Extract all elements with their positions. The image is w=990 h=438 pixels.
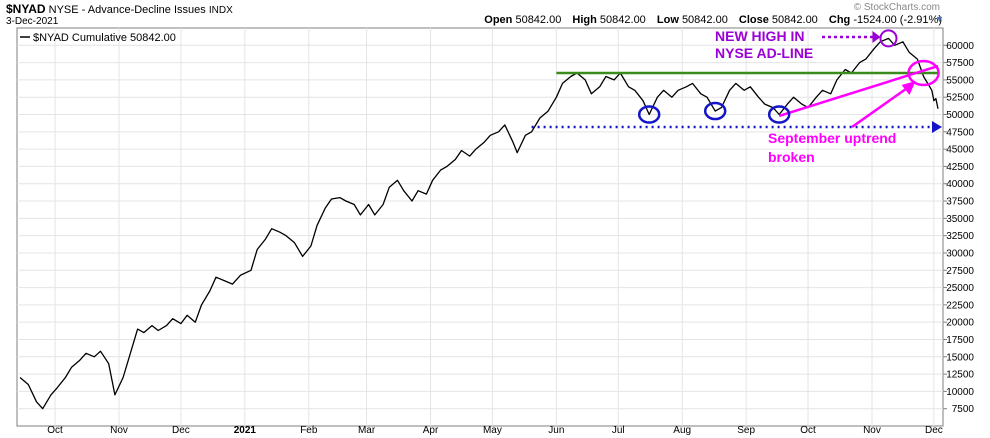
uptrend-line bbox=[778, 64, 939, 118]
dropdown-arrow-icon[interactable]: ▼ bbox=[935, 14, 944, 24]
header-line-1: $NYAD NYSE - Advance-Decline Issues INDX bbox=[6, 2, 233, 16]
new-high-label-2: NYSE AD-LINE bbox=[715, 45, 813, 61]
chg-value: -1524.00 (-2.91%) bbox=[853, 14, 942, 26]
uptrend-label-1: September uptrend bbox=[768, 130, 896, 146]
x-tick-label: May bbox=[483, 425, 502, 436]
break-circle bbox=[907, 59, 940, 87]
y-tick-label: 55000 bbox=[946, 75, 974, 86]
x-tick-label: Nov bbox=[863, 425, 881, 436]
symbol: $NYAD bbox=[6, 2, 46, 16]
x-tick-label: Aug bbox=[673, 425, 691, 436]
y-tick-label: 20000 bbox=[946, 318, 974, 329]
new-high-arrow-head-icon bbox=[872, 31, 881, 43]
y-tick-label: 30000 bbox=[946, 248, 974, 259]
break-arrow bbox=[851, 83, 913, 129]
y-tick-label: 12500 bbox=[946, 370, 974, 381]
high-label: High bbox=[572, 14, 597, 26]
y-tick-label: 35000 bbox=[946, 214, 974, 225]
y-tick-label: 25000 bbox=[946, 283, 974, 294]
y-tick-label: 27500 bbox=[946, 266, 974, 277]
y-tick-label: 57500 bbox=[946, 58, 974, 69]
y-tick-label: 40000 bbox=[946, 179, 974, 190]
open-label: Open bbox=[484, 14, 513, 26]
x-tick-label: Nov bbox=[110, 425, 128, 436]
x-tick-label: Dec bbox=[172, 425, 190, 436]
legend-label: $NYAD Cumulative 50842.00 bbox=[33, 32, 176, 44]
uptrend-label-2: broken bbox=[768, 149, 815, 165]
support-touch-circle bbox=[767, 105, 791, 124]
new-high-circle bbox=[879, 29, 898, 48]
y-tick-label: 52500 bbox=[946, 93, 974, 104]
x-tick-label: Oct bbox=[47, 425, 63, 436]
header-date: 3-Dec-2021 bbox=[6, 16, 59, 27]
exchange: INDX bbox=[208, 5, 233, 16]
y-tick-label: 10000 bbox=[946, 387, 974, 398]
y-tick-label: 42500 bbox=[946, 162, 974, 173]
close-value: 50842.00 bbox=[771, 14, 818, 26]
low-label: Low bbox=[656, 14, 679, 26]
support-touch-circle bbox=[703, 101, 727, 121]
y-tick-label: 50000 bbox=[946, 110, 974, 121]
support-arrow-icon bbox=[932, 120, 942, 133]
y-tick-label: 45000 bbox=[946, 145, 974, 156]
chg-label: Chg bbox=[828, 14, 851, 26]
high-value: 50842.00 bbox=[599, 14, 646, 26]
ohlc-readout: Open 50842.00 High 50842.00 Low 50842.00… bbox=[484, 14, 942, 26]
open-value: 50842.00 bbox=[515, 14, 562, 26]
x-tick-label: Sep bbox=[737, 425, 755, 436]
x-tick-label: Dec bbox=[925, 425, 943, 436]
y-axis: 7500 10000 12500 15000 17500 20000 22500 25000 2… bbox=[943, 41, 974, 415]
x-tick-label: Apr bbox=[423, 425, 439, 436]
overlay-group bbox=[531, 64, 942, 133]
x-tick-label: 2021 bbox=[234, 425, 257, 436]
watermark: © StockCharts.com bbox=[853, 2, 940, 13]
break-arrow-head-icon bbox=[901, 80, 916, 95]
series-group bbox=[19, 37, 939, 410]
y-tick-label: 7500 bbox=[952, 404, 975, 415]
x-tick-label: Oct bbox=[800, 425, 816, 436]
x-axis: Oct Nov Dec 2021 Feb Mar Apr May Jun Jul Aug Sep Oct… bbox=[47, 425, 942, 436]
plot-frame bbox=[16, 27, 944, 427]
y-tick-label: 22500 bbox=[946, 300, 974, 311]
y-tick-label: 60000 bbox=[946, 41, 974, 52]
support-touch-circle bbox=[637, 105, 661, 124]
x-tick-label: Feb bbox=[300, 425, 318, 436]
y-tick-label: 32500 bbox=[946, 231, 974, 242]
y-tick-label: 47500 bbox=[946, 127, 974, 138]
close-label: Close bbox=[738, 14, 769, 26]
grid bbox=[17, 28, 943, 426]
y-tick-label: 17500 bbox=[946, 335, 974, 346]
series-line bbox=[19, 37, 939, 410]
low-value: 50842.00 bbox=[681, 14, 728, 26]
x-tick-label: Mar bbox=[358, 425, 376, 436]
x-tick-label: Jul bbox=[612, 425, 625, 436]
description: NYSE - Advance-Decline Issues bbox=[48, 4, 206, 16]
x-tick-label: Jun bbox=[548, 425, 564, 436]
new-high-label-1: NEW HIGH IN bbox=[715, 28, 804, 44]
legend: $NYAD Cumulative 50842.00 bbox=[20, 32, 176, 44]
y-tick-label: 37500 bbox=[946, 197, 974, 208]
y-tick-label: 15000 bbox=[946, 352, 974, 363]
